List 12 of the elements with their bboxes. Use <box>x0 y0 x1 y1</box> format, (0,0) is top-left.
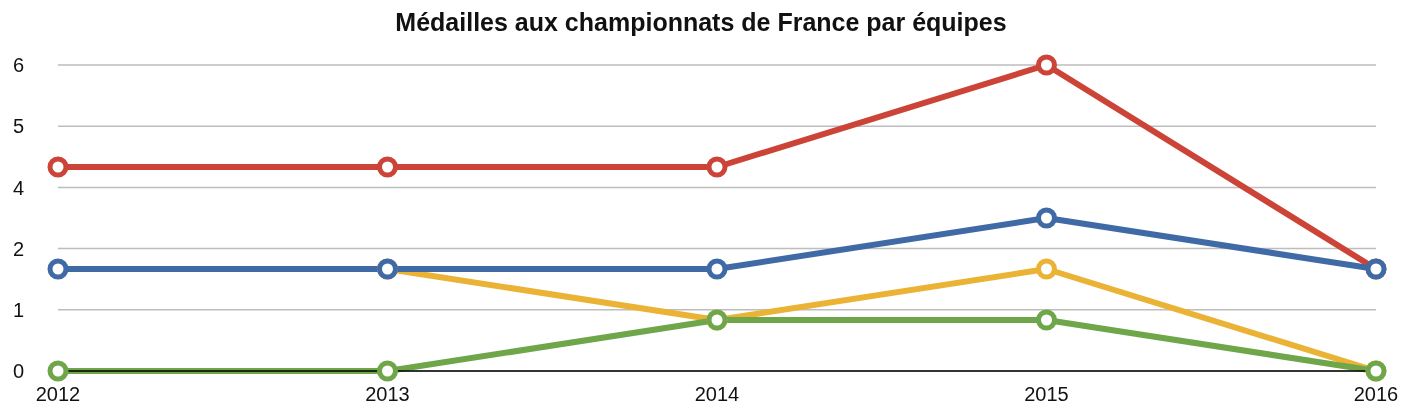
y-tick-label: 6 <box>12 54 24 77</box>
x-tick-label: 2016 <box>1353 383 1399 406</box>
y-tick-label: 4 <box>12 176 24 199</box>
x-tick-label: 2012 <box>35 383 81 406</box>
x-tick-label: 2013 <box>365 383 410 406</box>
x-tick-label: 2014 <box>694 383 740 406</box>
x-tick-label: 2015 <box>1024 383 1069 406</box>
y-tick-label: 2 <box>12 237 24 260</box>
y-tick-label: 5 <box>12 115 24 138</box>
chart-title: Médailles aux championnats de France par équipes <box>394 8 1008 37</box>
y-tick-label: 0 <box>12 360 24 383</box>
y-tick-label: 1 <box>12 298 24 321</box>
